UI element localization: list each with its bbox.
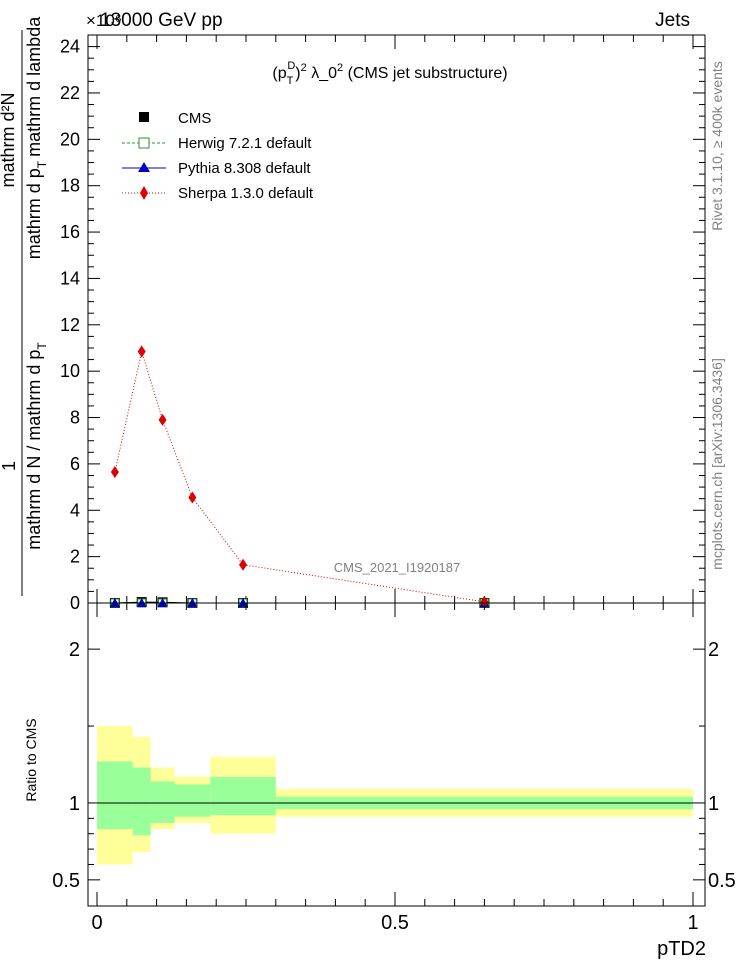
ratio-y-tick-label: 0.5 bbox=[52, 870, 80, 892]
main-y-tick-label: 2 bbox=[70, 547, 80, 567]
main-y-tick-label: 8 bbox=[70, 408, 80, 428]
ratio-y-tick-label: 2 bbox=[69, 639, 80, 661]
legend-entry-sherpa: Sherpa 1.3.0 default bbox=[122, 185, 314, 202]
y-label-lower: mathrm d N / mathrm d pT bbox=[24, 342, 49, 550]
main-y-tick-label: 14 bbox=[60, 268, 80, 288]
legend-entry-pythia: Pythia 8.308 default bbox=[122, 160, 311, 177]
ratio-inner-band bbox=[97, 761, 133, 830]
ratio-y-tick-label: 1 bbox=[69, 793, 80, 815]
legend-label-herwig: Herwig 7.2.1 default bbox=[178, 135, 312, 152]
data-point-sherpa bbox=[158, 413, 167, 426]
mcplots-label: mcplots.cern.ch [arXiv:1306.3436] bbox=[709, 358, 725, 570]
energy-label: 13000 GeV pp bbox=[100, 10, 223, 31]
main-y-tick-label: 18 bbox=[60, 176, 80, 196]
main-y-tick-label: 4 bbox=[70, 500, 80, 520]
legend-marker-cms bbox=[139, 112, 149, 122]
main-y-tick-label: 24 bbox=[60, 37, 80, 57]
analysis-watermark: CMS_2021_I1920187 bbox=[334, 560, 461, 575]
data-point-sherpa bbox=[137, 345, 146, 358]
ratio-y-axis: 0.5 0.5 1 1 2 2 bbox=[52, 639, 736, 892]
data-point-sherpa bbox=[239, 558, 248, 571]
legend-label-cms: CMS bbox=[178, 110, 211, 127]
y-multiplier: ×10⁶ bbox=[86, 11, 122, 30]
process-label: Jets bbox=[655, 10, 690, 31]
y-label-denominator: mathrm d pTmathrm d lambda bbox=[24, 16, 49, 259]
legend: CMS Herwig 7.2.1 default Pythia 8.308 de… bbox=[122, 110, 314, 202]
main-y-tick-label: 16 bbox=[60, 222, 80, 242]
legend-label-pythia: Pythia 8.308 default bbox=[178, 160, 311, 177]
main-y-tick-label: 0 bbox=[70, 593, 80, 613]
main-y-tick-label: 20 bbox=[60, 129, 80, 149]
ratio-inner-band bbox=[150, 781, 175, 823]
x-tick-label: 1 bbox=[687, 912, 698, 934]
series-line-3 bbox=[114, 349, 485, 603]
main-y-tick-label: 12 bbox=[60, 315, 80, 335]
ratio-plot-frame bbox=[87, 602, 706, 907]
data-point-sherpa bbox=[480, 595, 489, 608]
data-point-sherpa bbox=[110, 466, 119, 479]
main-y-label: 1 mathrm d²N mathrm d pTmathrm d lambda … bbox=[0, 16, 49, 596]
legend-entry-cms: CMS bbox=[139, 110, 211, 127]
ratio-y-label: Ratio to CMS bbox=[23, 718, 39, 801]
plot-title: (pTD)2 λ_02 (CMS jet substructure) bbox=[272, 60, 507, 87]
legend-marker-sherpa bbox=[140, 186, 148, 200]
x-tick-label: 0 bbox=[91, 912, 102, 934]
ratio-inner-band bbox=[210, 776, 276, 816]
x-axis-label: pTD2 bbox=[657, 938, 706, 960]
main-x-axis bbox=[96, 35, 694, 603]
legend-marker-herwig bbox=[138, 137, 150, 149]
ratio-inner-band bbox=[132, 767, 151, 836]
ratio-bands-layer bbox=[97, 726, 693, 865]
ratio-x-axis: 0 0.5 1 bbox=[91, 603, 699, 934]
ratio-y-tick-label-right: 0.5 bbox=[708, 870, 736, 892]
legend-label-sherpa: Sherpa 1.3.0 default bbox=[178, 185, 314, 202]
main-y-tick-label: 10 bbox=[60, 361, 80, 381]
legend-marker-pythia bbox=[138, 162, 150, 172]
main-y-tick-label: 6 bbox=[70, 454, 80, 474]
rivet-label: Rivet 3.1.10, ≥ 400k events bbox=[709, 61, 725, 231]
data-point-sherpa bbox=[188, 491, 197, 504]
main-y-tick-label: 22 bbox=[60, 83, 80, 103]
ratio-y-tick-label-right: 1 bbox=[708, 793, 719, 815]
legend-entry-herwig: Herwig 7.2.1 default bbox=[122, 135, 312, 152]
ratio-inner-band bbox=[174, 784, 211, 817]
y-label-numerator: mathrm d²N bbox=[0, 92, 18, 187]
ratio-y-tick-label-right: 2 bbox=[708, 639, 719, 661]
y-label-one: 1 bbox=[0, 461, 19, 471]
x-tick-label: 0.5 bbox=[381, 912, 409, 934]
